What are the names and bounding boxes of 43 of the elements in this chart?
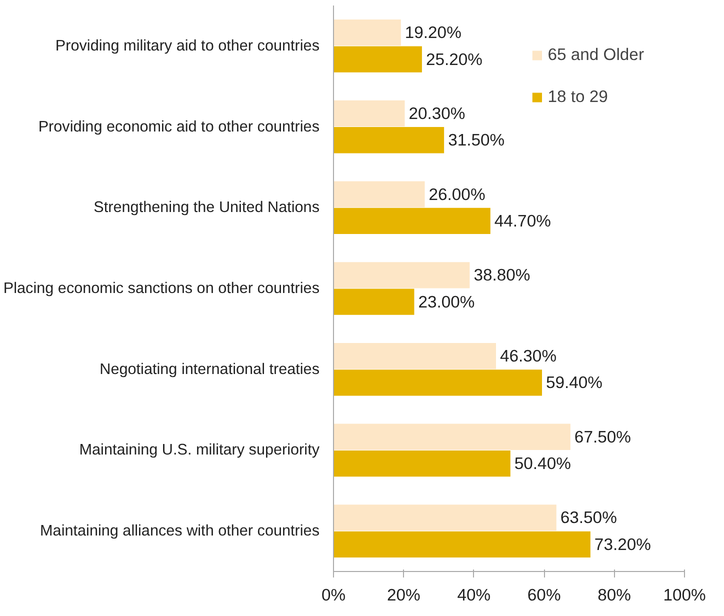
bar [334, 424, 570, 450]
bar [334, 504, 556, 531]
data-label: 19.20% [404, 23, 462, 42]
y-tick-label: Placing economic sanctions on other countries [3, 280, 320, 297]
data-label: 63.50% [560, 508, 618, 528]
y-tick-label: Maintaining alliances with other countries [40, 522, 320, 540]
bar [334, 288, 414, 315]
y-tick-label: Maintaining U.S. military superiority [79, 442, 320, 459]
x-tick-label: 40% [457, 586, 491, 604]
data-label: 31.50% [448, 130, 505, 150]
data-label: 25.20% [426, 50, 483, 69]
data-label: 50.40% [514, 454, 572, 474]
x-tick-label: 0% [321, 586, 346, 604]
bar [334, 181, 425, 208]
bar [334, 450, 510, 477]
legend-label: 18 to 29 [548, 87, 608, 107]
data-label: 44.70% [494, 211, 552, 230]
x-tick-label: 100% [663, 586, 706, 604]
y-tick-label: Providing military aid to other countries [55, 37, 320, 54]
bar [334, 262, 470, 288]
data-label: 73.20% [594, 534, 652, 554]
bar [334, 127, 444, 154]
data-label: 59.40% [546, 373, 603, 392]
bar [334, 208, 490, 234]
legend-label: 65 and Older [548, 45, 644, 65]
bar [334, 46, 422, 72]
bar [334, 370, 542, 396]
x-tick-label: 20% [387, 586, 421, 604]
y-tick-label: Negotiating international treaties [100, 360, 320, 378]
data-label: 20.30% [408, 104, 466, 123]
bar [334, 342, 496, 370]
data-label: 67.50% [574, 427, 632, 446]
x-tick-label: 60% [527, 586, 561, 604]
data-label: 23.00% [418, 292, 475, 312]
data-label: 26.00% [428, 184, 486, 204]
bar [334, 100, 405, 127]
bar [334, 20, 401, 46]
bar [334, 531, 590, 558]
x-tick-label: 80% [598, 586, 632, 604]
y-tick-label: Strengthening the United Nations [94, 199, 320, 216]
data-label: 38.80% [474, 266, 530, 285]
y-tick-label: Providing economic aid to other countries [38, 118, 320, 136]
data-label: 46.30% [500, 346, 557, 366]
